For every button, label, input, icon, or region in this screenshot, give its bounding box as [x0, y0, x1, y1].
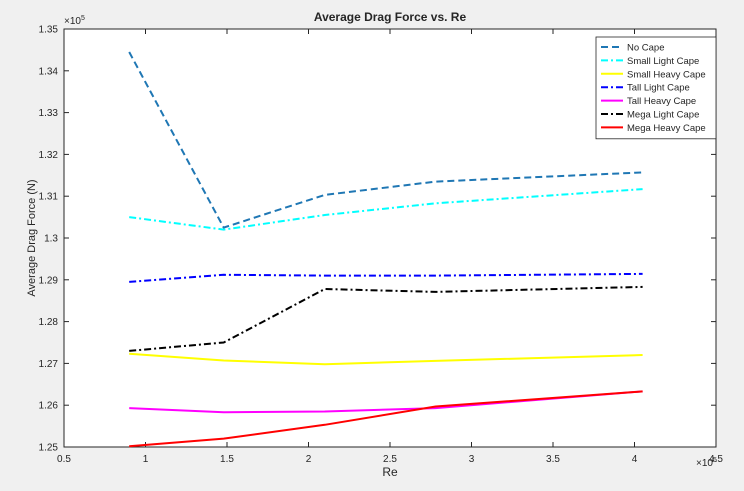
y-tick-label: 1.25: [39, 443, 59, 454]
legend-label-mega-heavy-cape: Mega Heavy Cape: [627, 123, 706, 134]
series-line-small-light-cape: [129, 188, 643, 231]
svg-text:×105: ×105: [696, 457, 717, 469]
y-tick-label: 1.33: [39, 108, 59, 119]
chart-title: Average Drag Force vs. Re: [314, 10, 467, 24]
x-tick-label: 3.5: [546, 454, 560, 465]
y-exponent-label: ×105: [64, 15, 85, 27]
y-tick-label: 1.32: [39, 150, 59, 161]
y-tick-label: 1.27: [39, 359, 59, 370]
x-tick-label: 3: [469, 454, 475, 465]
x-exponent-base: ×10: [696, 458, 713, 469]
y-tick-label: 1.35: [39, 25, 59, 36]
series-line-mega-light-cape: [129, 285, 643, 352]
legend-label-tall-heavy-cape: Tall Heavy Cape: [627, 96, 696, 107]
y-exponent-power: 5: [81, 15, 85, 22]
y-tick-label: 1.28: [39, 317, 59, 328]
x-tick-label: 4.5: [709, 454, 723, 465]
x-tick-label: 2.5: [383, 454, 397, 465]
series-line-no-cape: [128, 51, 643, 229]
y-tick-label: 1.29: [39, 275, 59, 286]
series-line-small-heavy-cape: [129, 352, 643, 366]
y-axis-label: Average Drag Force (N): [26, 179, 38, 296]
legend-label-mega-light-cape: Mega Light Cape: [627, 110, 699, 121]
y-tick-label: 1.31: [39, 192, 59, 203]
y-tick-label: 1.34: [39, 66, 59, 77]
x-exponent-label: ×105: [696, 457, 717, 469]
svg-text:×105: ×105: [64, 15, 85, 27]
y-tick-label: 1.26: [39, 401, 59, 412]
series-line-tall-light-cape: [129, 272, 643, 283]
x-tick-label: 1.5: [220, 454, 234, 465]
series-group: [128, 51, 643, 448]
x-tick-label: 0.5: [57, 454, 71, 465]
y-axis: 1.25 1.26 1.27 1.28 1.29 1.3 1.31 1.32 1.33 1.34 1…: [39, 25, 716, 454]
x-axis: 0.5 1 1.5 2 2.5 3 3.5 4 4.5: [57, 29, 723, 465]
legend-label-tall-light-cape: Tall Light Cape: [627, 83, 690, 94]
x-tick-label: 1: [143, 454, 149, 465]
legend-label-small-heavy-cape: Small Heavy Cape: [627, 69, 706, 80]
x-tick-label: 2: [306, 454, 312, 465]
series-line-tall-heavy-cape: [129, 390, 643, 414]
x-tick-label: 4: [632, 454, 638, 465]
legend-label-small-light-cape: Small Light Cape: [627, 56, 699, 67]
legend: No Cape Small Light Cape Small Heavy Cape T…: [595, 36, 717, 140]
x-axis-label: Re: [382, 465, 398, 479]
x-exponent-power: 5: [713, 457, 717, 464]
legend-label-no-cape: No Cape: [627, 43, 665, 54]
y-exponent-base: ×10: [64, 16, 81, 27]
series-line-mega-heavy-cape: [129, 390, 643, 448]
y-tick-label: 1.3: [44, 234, 58, 245]
